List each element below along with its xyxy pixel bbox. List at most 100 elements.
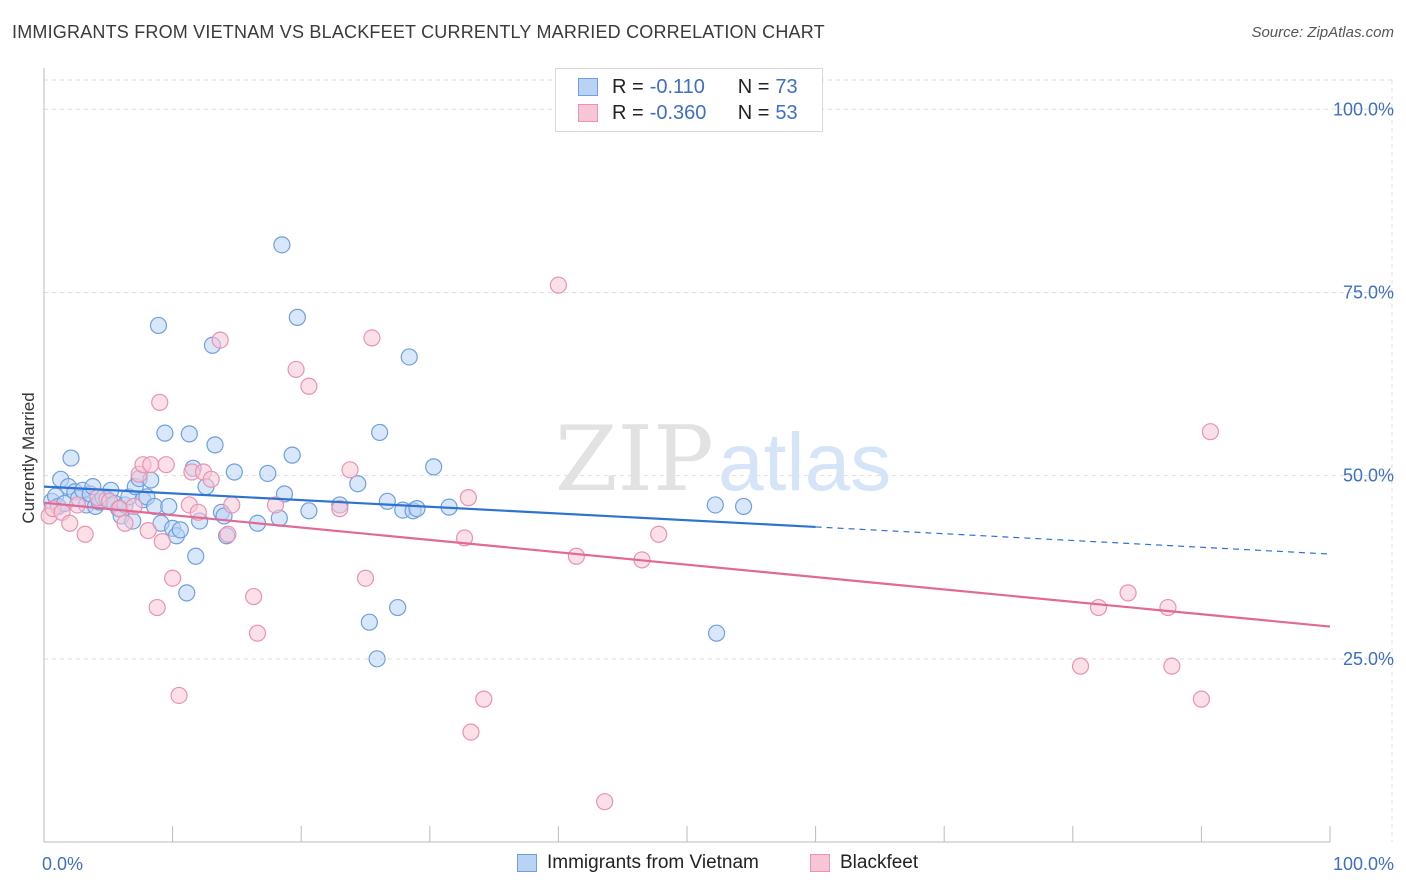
point-blackfeet — [475, 690, 493, 708]
point-blackfeet — [139, 522, 157, 540]
x-tick-label: 100.0% — [1333, 854, 1394, 874]
legend-swatch-vietnam — [517, 854, 537, 872]
legend-label-vietnam: Immigrants from Vietnam — [547, 852, 759, 873]
tick-labels: 25.0% 50.0% 75.0% 100.0% 0.0% 100.0% — [42, 99, 1394, 874]
legend-swatch-vietnam — [578, 78, 598, 96]
point-vietnam — [349, 475, 367, 493]
point-blackfeet — [76, 525, 94, 543]
legend-n-value-vietnam: 73 — [775, 75, 798, 98]
series-blackfeet-points — [40, 276, 1220, 811]
point-blackfeet — [549, 276, 568, 294]
point-blackfeet — [157, 456, 175, 474]
point-vietnam — [706, 496, 724, 514]
y-tick-label: 100.0% — [1333, 99, 1394, 119]
y-tick-label: 50.0% — [1343, 466, 1394, 486]
point-vietnam — [156, 424, 174, 442]
point-vietnam — [206, 436, 224, 454]
legend-r-label: R = — [612, 101, 644, 124]
point-vietnam — [371, 423, 389, 442]
point-vietnam — [378, 492, 396, 510]
correlation-legend: R = -0.110 N = 73 R = -0.360 N = 53 — [555, 68, 823, 132]
point-blackfeet — [462, 723, 480, 741]
point-blackfeet — [331, 500, 349, 518]
point-blackfeet — [1192, 690, 1211, 708]
point-vietnam — [187, 547, 205, 565]
point-vietnam — [408, 500, 426, 518]
point-blackfeet — [153, 532, 171, 551]
point-blackfeet — [151, 393, 169, 411]
legend-n-label: N = — [737, 101, 770, 124]
point-blackfeet — [287, 360, 305, 379]
watermark-zip: ZIP — [555, 407, 714, 512]
point-vietnam — [62, 449, 80, 467]
legend-row-vietnam: R = -0.110 N = 73 — [578, 75, 798, 99]
legend-row-blackfeet: R = -0.360 N = 53 — [578, 101, 798, 125]
point-vietnam — [178, 584, 196, 602]
chart-title: IMMIGRANTS FROM VIETNAM VS BLACKFEET CUR… — [12, 22, 825, 42]
point-vietnam — [707, 624, 726, 642]
point-blackfeet — [223, 496, 241, 514]
legend-n-value-blackfeet: 53 — [775, 101, 798, 124]
watermark: ZIP atlas — [555, 407, 891, 512]
point-blackfeet — [1071, 657, 1090, 675]
point-vietnam — [180, 425, 198, 443]
y-tick-label: 25.0% — [1343, 649, 1394, 669]
point-blackfeet — [219, 525, 237, 543]
point-blackfeet — [61, 514, 79, 532]
x-tick-label: 0.0% — [42, 854, 83, 874]
point-blackfeet — [363, 329, 381, 347]
legend-n-label: N = — [737, 75, 770, 98]
watermark-atlas: atlas — [718, 417, 891, 508]
point-vietnam — [273, 236, 291, 254]
point-blackfeet — [1119, 584, 1137, 602]
trendline-vietnam-extension — [815, 526, 1331, 555]
trendline-blackfeet — [43, 501, 1331, 628]
point-blackfeet — [596, 793, 614, 811]
point-blackfeet — [300, 377, 318, 395]
point-vietnam — [171, 521, 189, 539]
point-blackfeet — [170, 686, 188, 705]
point-blackfeet — [266, 496, 285, 514]
point-blackfeet — [142, 456, 160, 474]
point-vietnam — [283, 446, 301, 464]
point-blackfeet — [245, 587, 263, 606]
point-vietnam — [360, 613, 378, 631]
point-blackfeet — [211, 331, 229, 349]
point-vietnam — [160, 497, 178, 516]
point-vietnam — [259, 464, 277, 483]
series-legend: Immigrants from Vietnam Blackfeet — [0, 852, 1406, 878]
legend-r-value-vietnam: -0.110 — [649, 75, 705, 98]
point-vietnam — [389, 598, 407, 617]
point-blackfeet — [1201, 423, 1220, 441]
legend-r-label: R = — [612, 75, 644, 98]
point-blackfeet — [650, 525, 668, 543]
point-blackfeet — [116, 514, 134, 532]
point-blackfeet — [202, 470, 220, 488]
point-vietnam — [149, 316, 168, 335]
legend-r-value-blackfeet: -0.360 — [649, 101, 707, 124]
legend-item-blackfeet: Blackfeet — [810, 852, 918, 874]
y-tick-label: 75.0% — [1343, 282, 1394, 302]
point-blackfeet — [164, 569, 182, 587]
point-blackfeet — [567, 547, 586, 565]
legend-swatch-blackfeet — [810, 854, 830, 872]
point-vietnam — [368, 650, 386, 668]
trendline-vietnam — [43, 485, 816, 529]
point-blackfeet — [341, 461, 359, 479]
point-blackfeet — [459, 489, 477, 507]
point-vietnam — [225, 463, 243, 481]
point-vietnam — [425, 458, 443, 476]
point-vietnam — [400, 348, 418, 366]
legend-label-blackfeet: Blackfeet — [840, 852, 919, 873]
point-vietnam — [734, 497, 753, 516]
point-blackfeet — [1089, 598, 1108, 617]
trendlines — [43, 485, 1331, 628]
source-label: Source: ZipAtlas.com — [1251, 24, 1394, 41]
point-vietnam — [300, 502, 318, 520]
point-vietnam — [288, 308, 306, 326]
legend-swatch-blackfeet — [578, 104, 598, 122]
y-axis-label: Currently Married — [19, 392, 38, 523]
point-blackfeet — [356, 569, 375, 587]
point-blackfeet — [248, 624, 267, 642]
